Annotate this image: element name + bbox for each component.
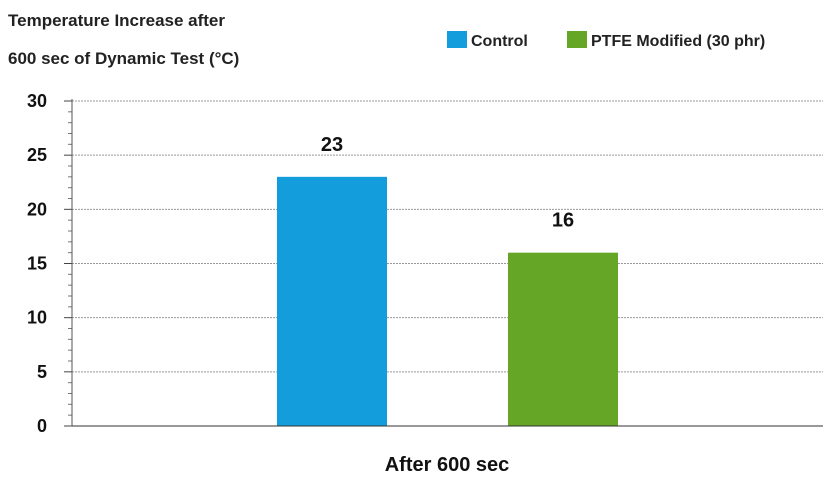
- bar-control: [277, 176, 387, 426]
- y-tick-label-0: 0: [37, 416, 47, 436]
- chart-title: Temperature Increase after 600 sec of Dy…: [8, 11, 239, 68]
- y-tick-label-5: 5: [37, 362, 47, 382]
- gridlines: [72, 100, 823, 373]
- y-tick-label-20: 20: [27, 199, 47, 219]
- bar-ptfe-modified-30-phr: [508, 252, 618, 426]
- legend-label-control: Control: [471, 33, 528, 50]
- y-tick-label-30: 30: [27, 91, 47, 111]
- value-label-1: 16: [552, 210, 574, 232]
- legend: Control PTFE Modified (30 phr): [447, 31, 765, 50]
- y-tick-label-10: 10: [27, 308, 47, 328]
- value-label-0: 23: [321, 134, 343, 156]
- value-labels: 23 16: [321, 134, 574, 232]
- legend-swatch-ptfe: [567, 31, 587, 48]
- x-axis-label: After 600 sec: [385, 454, 510, 476]
- y-tick-label-15: 15: [27, 254, 47, 274]
- chart-title-line-2: 600 sec of Dynamic Test (°C): [8, 49, 239, 68]
- y-axis-ticks: 0 5 10 15 20 25 30: [27, 91, 72, 436]
- legend-swatch-control: [447, 31, 467, 48]
- bars: [277, 176, 618, 426]
- chart-title-line-1: Temperature Increase after: [8, 11, 225, 30]
- legend-label-ptfe: PTFE Modified (30 phr): [591, 33, 765, 50]
- y-tick-label-25: 25: [27, 145, 47, 165]
